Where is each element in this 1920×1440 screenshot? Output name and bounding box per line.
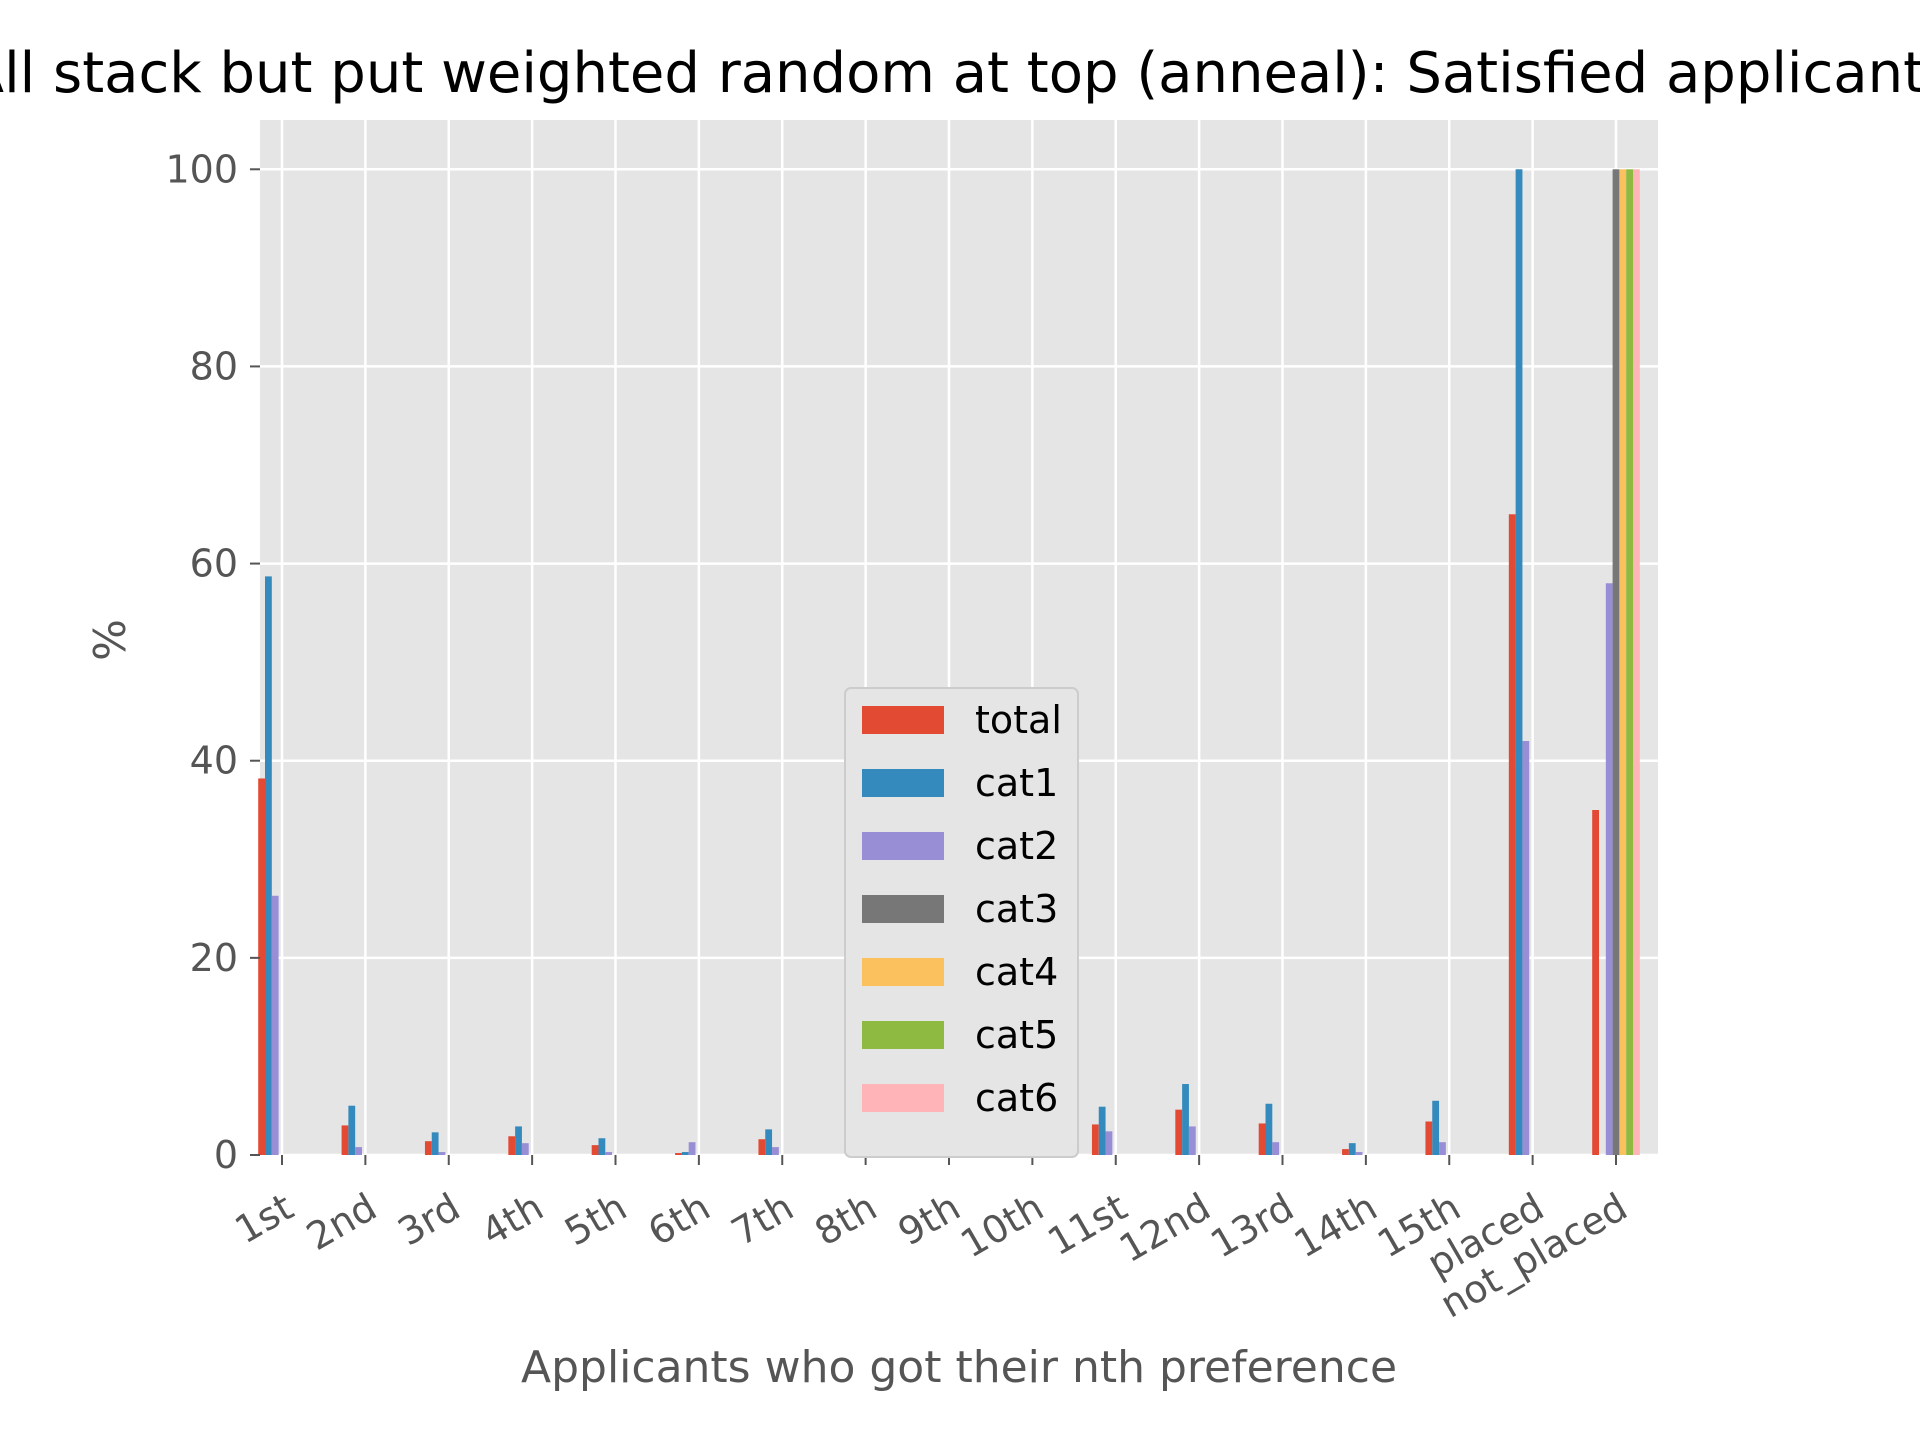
bar-cat1-13rd <box>1265 1103 1273 1155</box>
bar-total-2nd <box>341 1125 349 1155</box>
bar-total-12nd <box>1175 1109 1183 1155</box>
bar-total-7th <box>758 1139 766 1155</box>
x-tick-label-3rd: 3rd <box>390 1185 467 1255</box>
bar-total-13rd <box>1258 1123 1266 1155</box>
x-tick-label-6th: 6th <box>641 1185 718 1255</box>
bar-total-14th <box>1342 1149 1349 1155</box>
y-tick-label: 20 <box>190 936 238 980</box>
bar-cat1-2nd <box>348 1105 356 1155</box>
bar-cat1-placed <box>1515 169 1523 1156</box>
bar-cat2-14th <box>1355 1152 1363 1155</box>
bar-cat1-6th <box>681 1152 689 1155</box>
bar-cat1-11st <box>1098 1106 1106 1155</box>
y-tick-label: 100 <box>165 147 238 191</box>
bar-cat2-placed <box>1522 741 1530 1155</box>
bars <box>258 169 1640 1156</box>
bar-total-placed <box>1508 514 1516 1155</box>
legend-swatch-cat6 <box>862 1084 944 1112</box>
bar-cat1-1st <box>265 576 272 1155</box>
bar-cat1-3rd <box>431 1132 439 1155</box>
x-tick-label-10th: 10th <box>953 1185 1051 1267</box>
bar-total-11st <box>1091 1124 1099 1155</box>
x-axis-label: Applicants who got their nth preference <box>521 1342 1397 1393</box>
x-tick-label-4th: 4th <box>474 1185 551 1255</box>
bar-cat2-1st <box>271 895 279 1155</box>
bar-cat1-5th <box>598 1138 606 1155</box>
bar-cat2-not-placed <box>1605 583 1613 1155</box>
bar-cat2-6th <box>688 1142 696 1155</box>
legend-label-cat1: cat1 <box>975 761 1058 805</box>
y-axis-label: % <box>85 619 136 661</box>
legend-label-total: total <box>975 698 1062 742</box>
y-tick-label: 0 <box>214 1133 238 1177</box>
legend-swatch-cat4 <box>862 958 944 986</box>
bar-total-15th <box>1425 1121 1433 1155</box>
bar-cat2-11st <box>1105 1131 1113 1155</box>
bar-cat2-2nd <box>355 1147 362 1155</box>
x-tick-label-9th: 9th <box>891 1185 968 1255</box>
bar-cat4-not-placed <box>1619 169 1627 1156</box>
bar-cat5-not-placed <box>1626 169 1633 1156</box>
bar-total-3rd <box>424 1141 432 1155</box>
x-tick-label-8th: 8th <box>807 1185 884 1255</box>
x-tick-label-1st: 1st <box>228 1185 301 1253</box>
legend-swatch-cat1 <box>862 769 944 797</box>
bar-cat1-4th <box>515 1126 522 1155</box>
bar-total-6th <box>675 1153 682 1155</box>
legend-swatch-total <box>862 706 944 734</box>
y-tick-label: 60 <box>190 542 238 586</box>
bar-total-not-placed <box>1592 810 1599 1155</box>
bar-total-4th <box>508 1136 516 1155</box>
bar-cat2-13rd <box>1272 1142 1280 1155</box>
y-tick-label: 40 <box>190 739 238 783</box>
x-tick-label-11st: 11st <box>1040 1185 1134 1265</box>
bar-cat3-not-placed <box>1612 169 1620 1156</box>
bar-cat2-12nd <box>1188 1126 1196 1155</box>
x-tick-label-14th: 14th <box>1287 1185 1385 1267</box>
bar-total-5th <box>591 1145 599 1155</box>
x-tick-label-13rd: 13rd <box>1203 1185 1301 1267</box>
bar-cat2-5th <box>605 1152 613 1155</box>
x-tick-label-7th: 7th <box>724 1185 801 1255</box>
bar-cat1-12nd <box>1182 1084 1189 1155</box>
chart-title: All stack but put weighted random at top… <box>0 41 1920 106</box>
bar-cat2-4th <box>521 1143 529 1155</box>
bar-total-1st <box>258 778 265 1155</box>
legend-swatch-cat3 <box>862 895 944 923</box>
bar-cat1-7th <box>765 1129 773 1155</box>
legend-swatch-cat5 <box>862 1021 944 1049</box>
bar-cat2-15th <box>1439 1142 1446 1155</box>
bar-cat6-not-placed <box>1633 169 1640 1156</box>
legend: total cat1 cat2 cat3 cat4 cat5 cat6 <box>844 687 1079 1158</box>
legend-label-cat5: cat5 <box>975 1013 1058 1057</box>
legend-label-cat4: cat4 <box>975 950 1058 994</box>
bar-cat1-14th <box>1348 1143 1356 1155</box>
legend-swatch-cat2 <box>862 832 944 860</box>
bar-cat2-7th <box>772 1147 779 1155</box>
bar-cat1-15th <box>1432 1100 1440 1155</box>
x-tick-label-12nd: 12nd <box>1112 1185 1218 1271</box>
grid-lines <box>260 120 1658 1157</box>
legend-label-cat3: cat3 <box>975 887 1058 931</box>
x-tick-label-2nd: 2nd <box>299 1185 384 1259</box>
legend-label-cat2: cat2 <box>975 824 1058 868</box>
legend-label-cat6: cat6 <box>975 1076 1058 1120</box>
y-tick-label: 80 <box>190 344 238 388</box>
bar-cat2-3rd <box>438 1152 446 1155</box>
x-tick-label-5th: 5th <box>557 1185 634 1255</box>
